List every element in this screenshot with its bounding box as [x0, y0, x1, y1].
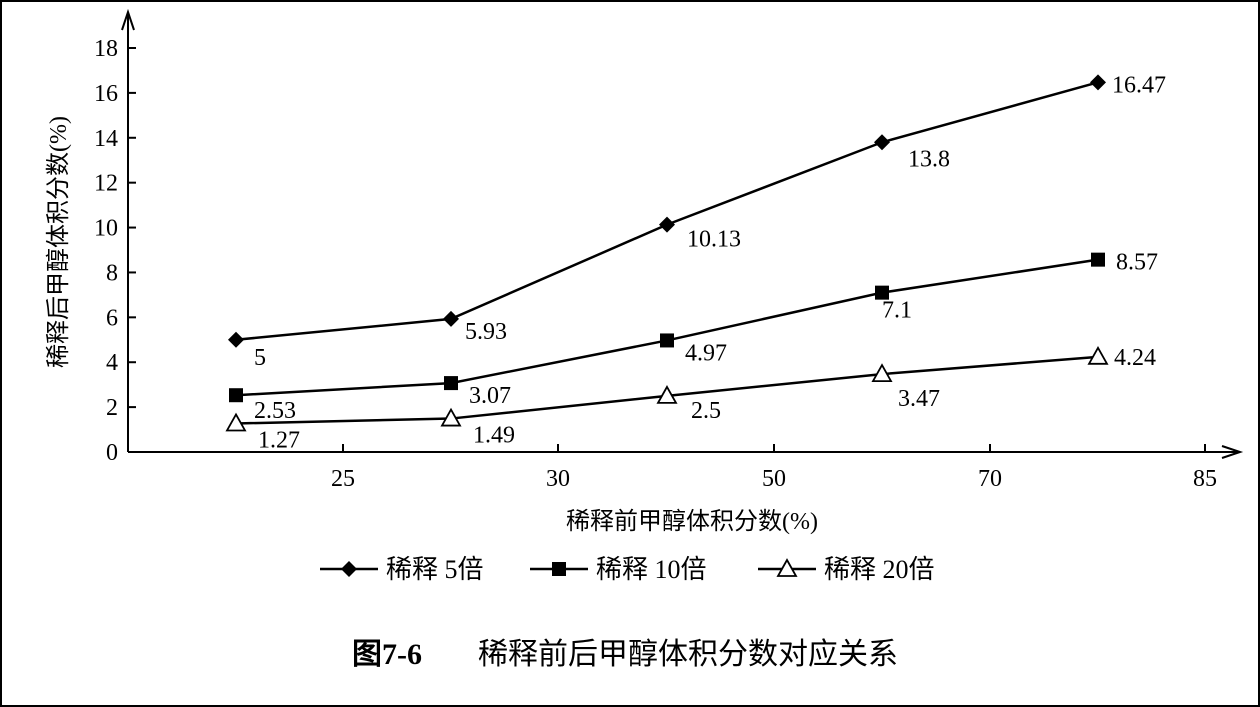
y-tick-label: 12 — [94, 171, 118, 197]
x-tick-label: 70 — [978, 466, 1002, 492]
legend-item: 稀释 10倍 — [530, 555, 707, 584]
legend-marker — [776, 558, 798, 577]
data-label: 5 — [254, 345, 266, 371]
y-tick-label: 10 — [94, 216, 118, 242]
legend-label: 稀释 10倍 — [596, 555, 707, 584]
x-tick-label: 50 — [762, 466, 786, 492]
x-tick-label: 85 — [1193, 466, 1217, 492]
legend-label: 稀释 20倍 — [824, 555, 935, 584]
figure-caption: 稀释前后甲醇体积分数对应关系 — [478, 638, 898, 671]
data-label: 1.27 — [258, 427, 300, 453]
data-point — [656, 385, 678, 404]
x-tick-label: 25 — [331, 466, 355, 492]
series-2: 2.53 3.07 4.97 7.1 8.57 — [229, 250, 1158, 424]
series-3: 1.27 1.49 2.5 3.47 4.24 — [225, 345, 1156, 453]
data-label: 4.97 — [685, 340, 727, 366]
legend-marker — [552, 562, 566, 576]
data-point — [875, 285, 889, 300]
data-label: 5.93 — [465, 319, 507, 345]
data-label: 2.5 — [691, 398, 721, 424]
data-label: 7.1 — [882, 298, 912, 324]
x-axis-title: 稀释前甲醇体积分数(%) — [566, 508, 818, 535]
y-tick-label: 4 — [106, 350, 118, 376]
y-axis-ticks: 0 2 4 6 8 10 12 14 16 18 — [94, 36, 136, 466]
data-label: 8.57 — [1116, 250, 1158, 276]
y-axis-arrow — [121, 8, 135, 31]
data-point — [1091, 252, 1105, 267]
y-tick-label: 0 — [106, 440, 118, 466]
y-tick-label: 14 — [94, 126, 118, 152]
y-tick-label: 6 — [106, 305, 118, 331]
legend: 稀释 5倍 稀释 10倍 稀释 20倍 — [320, 555, 935, 584]
axes — [121, 8, 1244, 459]
legend-label: 稀释 5倍 — [386, 555, 484, 584]
series-1: 5 5.93 10.13 13.8 16.47 — [228, 72, 1166, 371]
data-point — [229, 388, 243, 403]
x-axis-ticks: 25 30 50 70 85 — [331, 444, 1217, 492]
data-label: 13.8 — [908, 146, 950, 172]
x-tick-label: 30 — [546, 466, 570, 492]
legend-item: 稀释 5倍 — [320, 555, 484, 584]
data-point — [1090, 74, 1106, 91]
data-point — [225, 412, 247, 432]
x-axis-arrow — [1221, 445, 1244, 459]
data-label: 2.53 — [254, 398, 296, 424]
y-tick-label: 8 — [106, 260, 118, 286]
data-point — [660, 333, 674, 348]
y-tick-label: 16 — [94, 81, 118, 107]
data-point — [1087, 346, 1109, 365]
legend-item: 稀释 20倍 — [758, 555, 935, 584]
data-point — [444, 376, 458, 391]
data-point — [874, 134, 890, 151]
y-axis-title: 稀释后甲醇体积分数(%) — [45, 116, 72, 368]
legend-marker — [341, 561, 357, 577]
data-label: 16.47 — [1112, 72, 1166, 98]
data-point — [228, 331, 244, 348]
data-label: 3.07 — [469, 383, 511, 409]
series-line — [235, 81, 1099, 342]
data-label: 1.49 — [473, 423, 515, 449]
y-tick-label: 18 — [94, 36, 118, 62]
data-point — [440, 407, 462, 427]
y-tick-label: 2 — [106, 395, 118, 421]
figure-number: 图7-6 — [352, 638, 422, 671]
data-point — [871, 363, 893, 383]
data-label: 3.47 — [898, 386, 940, 412]
data-point — [443, 310, 459, 327]
series-layer: 5 5.93 10.13 13.8 16.47 2.53 3.07 4.97 7.1 8.57 1.… — [225, 72, 1166, 453]
data-label: 4.24 — [1114, 345, 1156, 371]
data-point — [659, 216, 675, 233]
data-label: 10.13 — [687, 227, 741, 253]
